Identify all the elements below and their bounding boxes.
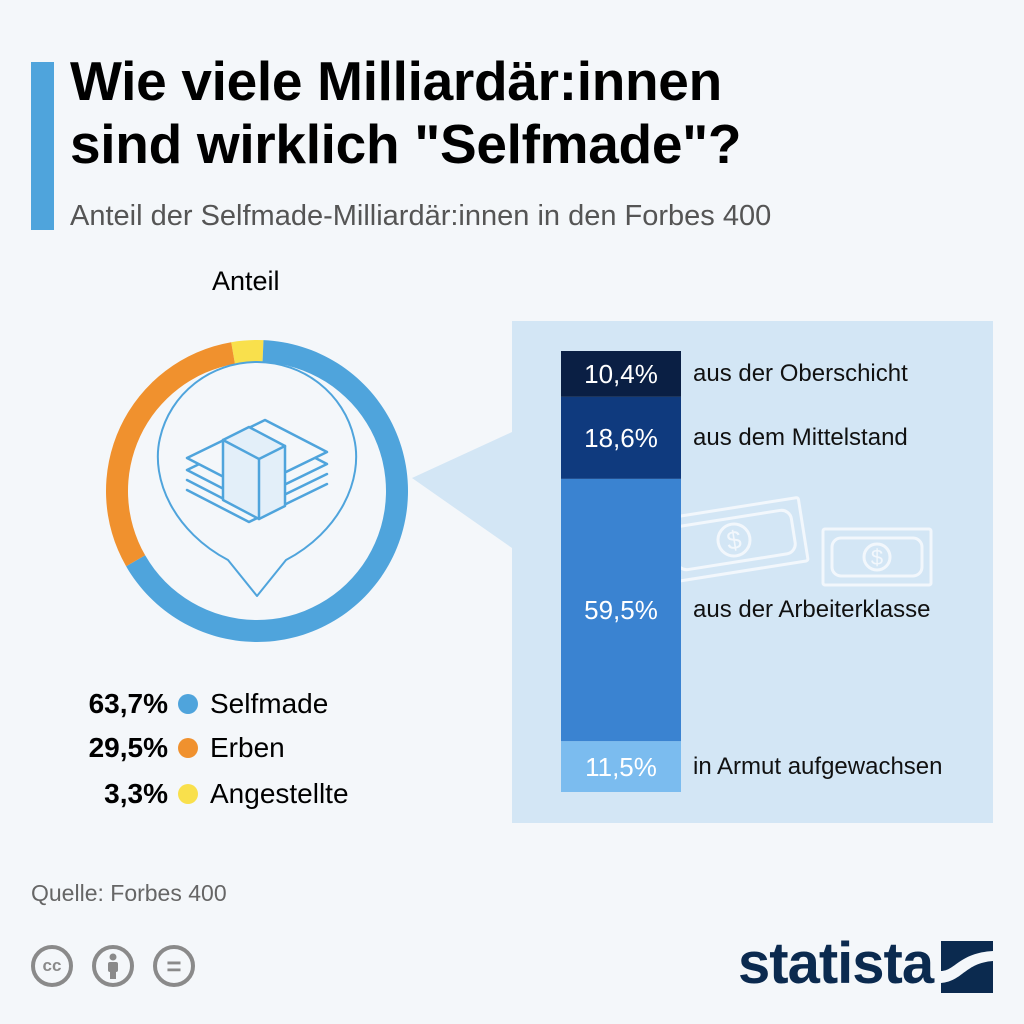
title-accent-bar bbox=[31, 62, 54, 230]
title-line-2: sind wirklich "Selfmade"? bbox=[70, 113, 742, 175]
donut-title: Anteil bbox=[212, 266, 280, 296]
nd-icon[interactable]: = bbox=[153, 945, 195, 987]
bar-label-arbeiterklasse: aus der Arbeiterklasse bbox=[693, 596, 931, 624]
by-icon[interactable] bbox=[92, 945, 134, 987]
bar-segment-1 bbox=[561, 351, 681, 397]
legend-item-selfmade: 63,7% Selfmade bbox=[20, 687, 360, 721]
panel-callout-pointer bbox=[412, 432, 512, 548]
statista-logo-mark-icon bbox=[941, 941, 993, 993]
stacked-bar bbox=[561, 351, 681, 792]
bar-segment-2 bbox=[561, 396, 681, 479]
title-line-1: Wie viele Milliardär:innen bbox=[70, 50, 722, 112]
bar-label-armut: in Armut aufgewachsen bbox=[693, 752, 943, 780]
brand-wordmark: statista bbox=[738, 931, 934, 996]
svg-text:$: $ bbox=[871, 545, 883, 570]
bar-value-mittelstand: 18,6% bbox=[584, 422, 658, 453]
legend-label-angestellte: Angestellte bbox=[210, 778, 349, 809]
bar-value-oberschicht: 10,4% bbox=[584, 358, 658, 389]
legend-value-selfmade: 63,7% bbox=[88, 688, 168, 719]
bar-label-mittelstand: aus dem Mittelstand bbox=[693, 423, 908, 451]
donut-chart bbox=[106, 340, 408, 642]
legend-dot-selfmade bbox=[178, 694, 198, 714]
donut-slice-angestellte bbox=[231, 340, 264, 364]
svg-text:$: $ bbox=[725, 524, 745, 556]
source-note: Quelle: Forbes 400 bbox=[31, 880, 227, 906]
legend-value-erben: 29,5% bbox=[88, 732, 168, 763]
legend-dot-angestellte bbox=[178, 784, 198, 804]
money-stack-icon bbox=[156, 361, 358, 597]
bar-segment-3 bbox=[561, 478, 681, 742]
legend-item-erben: 29,5% Erben bbox=[20, 731, 360, 765]
bar-value-arbeiterklasse: 59,5% bbox=[584, 595, 658, 626]
statista-logo[interactable]: statista bbox=[738, 930, 934, 997]
legend-value-angestellte: 3,3% bbox=[104, 778, 168, 809]
subtitle: Anteil der Selfmade-Milliardär:innen in … bbox=[70, 200, 772, 232]
person-icon bbox=[108, 953, 118, 979]
donut-slice-erben bbox=[106, 342, 235, 567]
bar-segment-4 bbox=[561, 741, 681, 792]
page-title: Wie viele Milliardär:innen sind wirklich… bbox=[70, 50, 970, 176]
legend-dot-erben bbox=[178, 738, 198, 758]
cc-icon[interactable]: cc bbox=[31, 945, 73, 987]
legend-label-erben: Erben bbox=[210, 732, 285, 763]
bar-label-oberschicht: aus der Oberschicht bbox=[693, 359, 908, 387]
bar-value-armut: 11,5% bbox=[585, 751, 657, 782]
legend-item-angestellte: 3,3% Angestellte bbox=[20, 777, 360, 811]
legend-label-selfmade: Selfmade bbox=[210, 688, 329, 719]
